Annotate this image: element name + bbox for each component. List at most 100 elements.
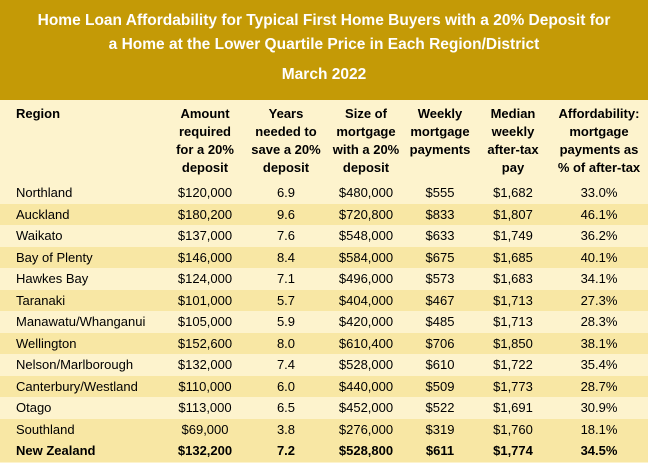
value-cell: 5.9: [244, 311, 328, 333]
value-cell: 6.0: [244, 375, 328, 397]
value-cell: $404,000: [328, 289, 404, 311]
column-header-line: for a 20%: [176, 142, 234, 157]
column-header: Years needed to save a 20% deposit: [244, 100, 328, 182]
value-cell: $1,773: [476, 375, 550, 397]
value-cell: $1,685: [476, 246, 550, 268]
table-row: Waikato $137,000 7.6 $548,000 $633 $1,749 36.2…: [0, 225, 648, 247]
value-cell: $1,774: [476, 440, 550, 462]
affordability-table: Region Amount required for a 20% deposit Year…: [0, 100, 648, 462]
title-line-1: Home Loan Affordability for Typical Firs…: [37, 12, 611, 29]
column-header-line: weekly: [491, 124, 535, 139]
column-header-line: after-tax: [487, 142, 539, 157]
value-cell: $1,691: [476, 397, 550, 419]
value-cell: 7.1: [244, 268, 328, 290]
value-cell: $528,800: [328, 440, 404, 462]
value-cell: $120,000: [166, 182, 244, 204]
column-header-line: payments as: [559, 142, 639, 157]
value-cell: $146,000: [166, 246, 244, 268]
value-cell: $1,683: [476, 268, 550, 290]
value-cell: 40.1%: [550, 246, 648, 268]
value-cell: $555: [404, 182, 476, 204]
region-cell: Bay of Plenty: [0, 246, 166, 268]
region-cell: Hawkes Bay: [0, 268, 166, 290]
value-cell: $110,000: [166, 375, 244, 397]
value-cell: 28.7%: [550, 375, 648, 397]
column-header-line: mortgage: [336, 124, 396, 139]
value-cell: $101,000: [166, 289, 244, 311]
value-cell: $1,850: [476, 332, 550, 354]
column-header-line: payments: [409, 142, 471, 157]
value-cell: 27.3%: [550, 289, 648, 311]
column-header-line: Size of: [345, 106, 387, 121]
column-header-line: needed to: [255, 124, 317, 139]
value-cell: 3.8: [244, 418, 328, 440]
value-cell: $1,682: [476, 182, 550, 204]
value-cell: $706: [404, 332, 476, 354]
region-cell: Auckland: [0, 203, 166, 225]
column-header-line: required: [178, 124, 231, 139]
column-header-line: % of after-tax: [557, 160, 641, 175]
value-cell: $124,000: [166, 268, 244, 290]
column-header: Weekly mortgage payments: [404, 100, 476, 182]
value-cell: $675: [404, 246, 476, 268]
table-row: Hawkes Bay $124,000 7.1 $496,000 $573 $1,683 3…: [0, 268, 648, 290]
value-cell: $113,000: [166, 397, 244, 419]
column-header: Amount required for a 20% deposit: [166, 100, 244, 182]
title-line-2: a Home at the Lower Quartile Price in Ea…: [108, 36, 540, 53]
value-cell: $467: [404, 289, 476, 311]
column-header: Median weekly after-tax pay: [476, 100, 550, 182]
value-cell: $633: [404, 225, 476, 247]
region-cell: Otago: [0, 397, 166, 419]
column-header-line: Median: [490, 106, 536, 121]
column-header-line: deposit: [342, 160, 390, 175]
table-row: Wellington $152,600 8.0 $610,400 $706 $1,850 3…: [0, 332, 648, 354]
value-cell: 30.9%: [550, 397, 648, 419]
table-row: Taranaki $101,000 5.7 $404,000 $467 $1,713 27.…: [0, 289, 648, 311]
column-header-line: deposit: [181, 160, 229, 175]
value-cell: 28.3%: [550, 311, 648, 333]
region-cell: Southland: [0, 418, 166, 440]
table-row: Northland $120,000 6.9 $480,000 $555 $1,682 33…: [0, 182, 648, 204]
value-cell: 6.9: [244, 182, 328, 204]
region-cell: Northland: [0, 182, 166, 204]
value-cell: 18.1%: [550, 418, 648, 440]
value-cell: 34.1%: [550, 268, 648, 290]
value-cell: $105,000: [166, 311, 244, 333]
value-cell: $485: [404, 311, 476, 333]
table-row: Manawatu/Whanganui $105,000 5.9 $420,000 $48…: [0, 311, 648, 333]
value-cell: $1,749: [476, 225, 550, 247]
region-cell: Taranaki: [0, 289, 166, 311]
column-header-line: mortgage: [569, 124, 629, 139]
column-header-line: Region: [16, 106, 61, 121]
value-cell: $1,713: [476, 289, 550, 311]
column-header-line: deposit: [262, 160, 310, 175]
value-cell: $509: [404, 375, 476, 397]
value-cell: $1,713: [476, 311, 550, 333]
value-cell: 7.2: [244, 440, 328, 462]
table-row: Bay of Plenty $146,000 8.4 $584,000 $675 $1,6…: [0, 246, 648, 268]
value-cell: $69,000: [166, 418, 244, 440]
value-cell: $611: [404, 440, 476, 462]
total-row: New Zealand $132,200 7.2 $528,800 $611 $1,774…: [0, 440, 648, 462]
value-cell: $1,722: [476, 354, 550, 376]
header-row: Region Amount required for a 20% deposit Year…: [0, 100, 648, 182]
value-cell: $319: [404, 418, 476, 440]
value-cell: $720,800: [328, 203, 404, 225]
column-header-line: Years: [268, 106, 304, 121]
value-cell: $573: [404, 268, 476, 290]
value-cell: $610: [404, 354, 476, 376]
column-header-line: Affordability:: [558, 106, 640, 121]
value-cell: $1,807: [476, 203, 550, 225]
value-cell: 5.7: [244, 289, 328, 311]
column-header-line: Amount: [180, 106, 230, 121]
column-header-line: with a 20%: [332, 142, 400, 157]
title-date: March 2022: [281, 66, 367, 83]
region-cell: Wellington: [0, 332, 166, 354]
value-cell: $152,600: [166, 332, 244, 354]
value-cell: $440,000: [328, 375, 404, 397]
value-cell: 7.4: [244, 354, 328, 376]
table-row: Nelson/Marlborough $132,000 7.4 $528,000 $61…: [0, 354, 648, 376]
table-row: Auckland $180,200 9.6 $720,800 $833 $1,807 46.…: [0, 203, 648, 225]
value-cell: $180,200: [166, 203, 244, 225]
